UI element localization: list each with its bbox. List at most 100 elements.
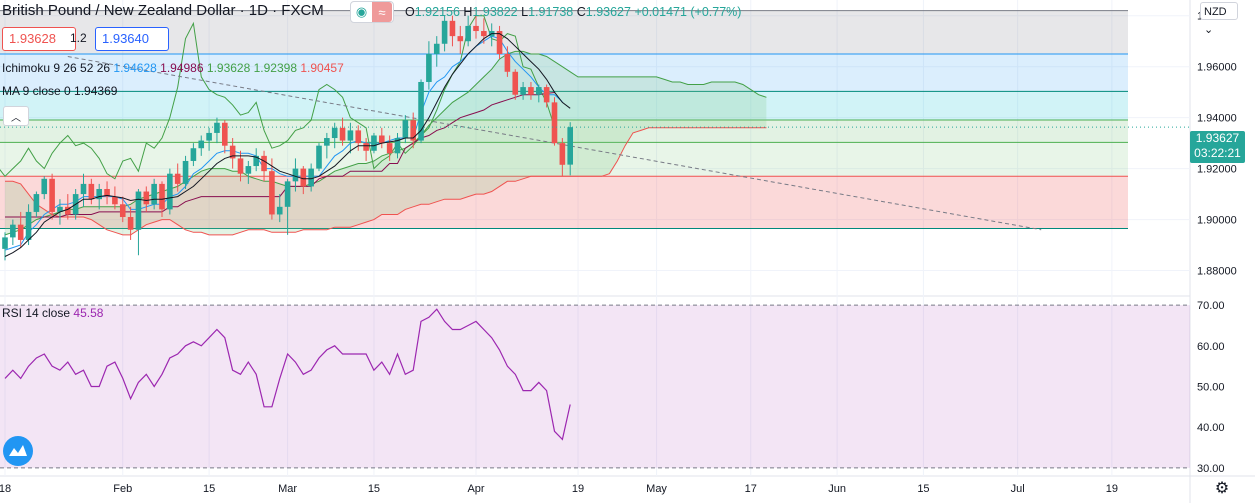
ichimoku-lead1: 1.92398 xyxy=(253,61,298,75)
time-axis-label: 15 xyxy=(368,483,380,495)
candle-body xyxy=(386,143,393,154)
collapse-legend-button[interactable]: ︿ xyxy=(3,106,29,126)
ichimoku-cloud xyxy=(5,51,767,235)
candle-body xyxy=(17,224,24,240)
time-axis-label: Apr xyxy=(467,483,484,495)
candle-body xyxy=(190,148,197,161)
price-axis-label: 1.90000 xyxy=(1197,215,1237,227)
level-zone xyxy=(0,10,1128,54)
candle-body xyxy=(551,102,558,144)
ichimoku-legend[interactable]: Ichimoku 9 26 52 26 1.94628 1.94986 1.93… xyxy=(2,61,344,75)
symbol-title: British Pound / New Zealand Dollar · 1D … xyxy=(2,2,324,19)
rsi-legend[interactable]: RSI 14 close 45.58 xyxy=(2,306,103,320)
candle-body xyxy=(237,158,244,174)
candle-body xyxy=(457,36,464,42)
visibility-toggle[interactable]: ◉ ≈ xyxy=(350,1,394,23)
candle-body xyxy=(222,122,228,146)
time-axis-label: Mar xyxy=(278,483,297,495)
candle-body xyxy=(512,71,519,95)
time-axis-label: Jul xyxy=(1011,483,1025,495)
candle-body xyxy=(567,127,573,165)
replay-icon[interactable]: ≈ xyxy=(372,2,392,22)
candle-body xyxy=(104,188,110,197)
buy-button[interactable]: 1.93640 xyxy=(95,27,169,51)
candle-body xyxy=(135,191,142,230)
change-value: +0.01471 (+0.77%) xyxy=(634,5,742,19)
candle-body xyxy=(308,168,314,187)
level-zone xyxy=(0,119,1128,143)
candle-body xyxy=(371,135,377,151)
eye-icon[interactable]: ◉ xyxy=(355,4,368,19)
level-zone xyxy=(0,91,1128,120)
time-axis-label: 15 xyxy=(917,483,929,495)
price-axis-label: 1.94000 xyxy=(1197,113,1237,125)
candle-body xyxy=(394,138,401,154)
time-axis-label: 15 xyxy=(203,483,215,495)
currency-select[interactable]: NZD ⌄ xyxy=(1200,2,1238,36)
rsi-axis-label: 70.00 xyxy=(1197,300,1225,312)
leading-span-b xyxy=(5,127,767,236)
time-axis-label: Feb xyxy=(113,483,132,495)
tradingview-logo[interactable] xyxy=(3,436,33,466)
ichimoku-conversion: 1.94628 xyxy=(113,61,157,75)
candle-body xyxy=(229,145,236,159)
candle-body xyxy=(151,183,157,205)
candle-body xyxy=(57,206,63,212)
ichimoku-lead2: 1.90457 xyxy=(300,61,344,75)
candle-body xyxy=(96,188,102,200)
candle-body xyxy=(355,130,362,144)
price-axis-label: 1.92000 xyxy=(1197,164,1237,176)
candle-body xyxy=(481,31,487,37)
ma-value: 1.94369 xyxy=(74,84,118,98)
candle-body xyxy=(167,173,173,210)
ma-legend[interactable]: MA 9 close 0 1.94369 xyxy=(2,84,117,98)
ma-line xyxy=(4,33,571,257)
candle-body xyxy=(528,87,534,95)
candle-body xyxy=(331,127,338,139)
time-axis-label: Jun xyxy=(828,483,846,495)
time-axis-label: May xyxy=(646,483,667,495)
candle-body xyxy=(363,143,369,151)
close-value: 1.93627 xyxy=(585,5,631,19)
candle-body xyxy=(402,120,409,139)
candle-body xyxy=(418,81,424,141)
candle-body xyxy=(41,178,48,195)
sell-button[interactable]: 1.93628 xyxy=(2,27,76,51)
candle-body xyxy=(65,206,71,215)
candle-body xyxy=(276,206,283,215)
candle-body xyxy=(504,53,511,72)
candle-body xyxy=(253,155,259,167)
level-zone xyxy=(0,53,1128,92)
candle-body xyxy=(10,224,16,238)
rsi-label: RSI 14 close xyxy=(2,306,71,320)
open-value: 1.92156 xyxy=(414,5,460,19)
candle-body xyxy=(119,204,126,218)
gear-icon[interactable]: ⚙ xyxy=(1214,480,1230,497)
rsi-axis-label: 40.00 xyxy=(1197,422,1225,434)
candle-body xyxy=(379,135,385,144)
chevron-up-icon: ︿ xyxy=(11,112,21,124)
high-value: 1.93822 xyxy=(472,5,518,19)
candle-body xyxy=(449,20,456,37)
candle-body xyxy=(112,196,118,205)
candle-body xyxy=(520,87,526,95)
candle-body xyxy=(496,31,503,54)
time-axis-label: 19 xyxy=(572,483,584,495)
time-axis-label: 18 xyxy=(0,483,11,495)
candle-body xyxy=(473,25,479,32)
candle-body xyxy=(347,130,354,141)
candle-body xyxy=(441,20,448,44)
rsi-axis-label: 50.00 xyxy=(1197,382,1225,394)
ichimoku-lagging: 1.93628 xyxy=(206,61,251,75)
price-axis-label: 1.96000 xyxy=(1197,62,1237,74)
ohlc-readout: O1.92156 H1.93822 L1.91738 C1.93627 +0.0… xyxy=(405,5,742,19)
chevron-down-icon: ⌄ xyxy=(1204,24,1214,36)
candle-body xyxy=(292,168,299,182)
candle-body xyxy=(49,178,55,212)
rsi-line xyxy=(4,308,571,441)
low-value: 1.91738 xyxy=(528,5,574,19)
rsi-value: 45.58 xyxy=(73,306,104,320)
candle-body xyxy=(543,87,550,103)
candle-body xyxy=(284,181,291,207)
